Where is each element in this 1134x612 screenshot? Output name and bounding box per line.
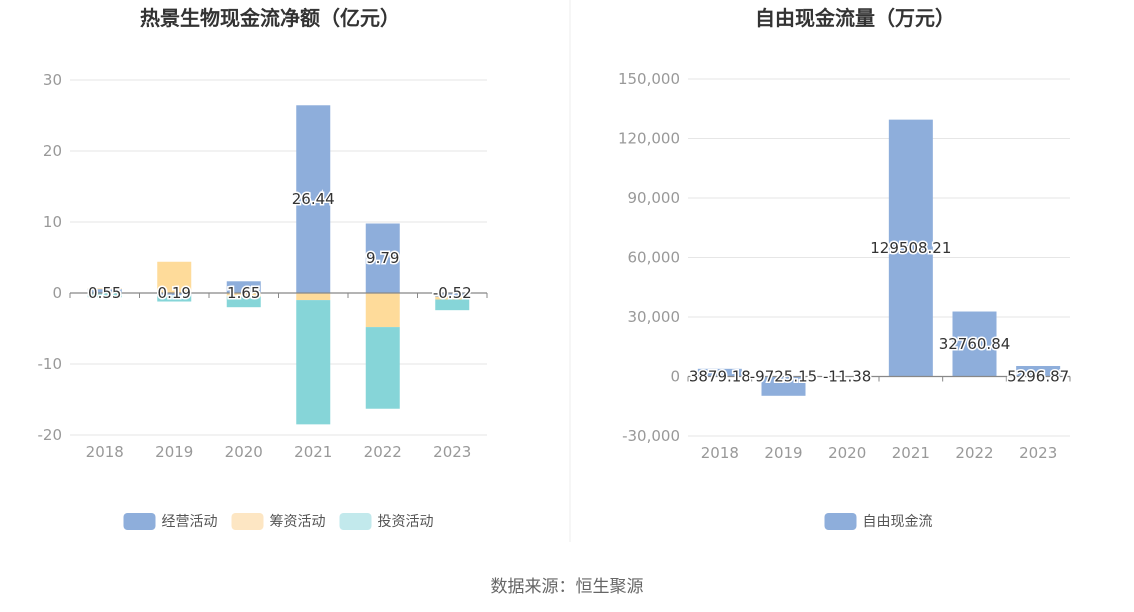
x-tick-label: 2020 [828,444,866,462]
y-tick-label: 0 [52,284,62,302]
x-tick-label: 2023 [1019,444,1057,462]
y-tick-label: 90,000 [628,189,681,207]
y-tick-label: 60,000 [628,249,681,267]
bar [365,223,400,293]
bar [296,300,331,425]
right-chart-title: 自由现金流量（万元） [755,6,955,30]
bar [296,105,331,293]
bar [1016,365,1061,377]
x-tick-label: 2021 [892,444,930,462]
x-tick-label: 2021 [294,443,332,461]
legend-swatch [231,513,264,530]
bar [435,293,470,297]
bar [761,376,806,396]
legend-label: 经营活动 [162,514,218,530]
data-source: 数据来源：恒生聚源 [491,577,644,597]
data-label: 5296.87 [1007,368,1069,386]
x-tick-label: 2019 [764,444,802,462]
y-tick-label: 20 [43,142,62,160]
bar [157,293,192,296]
bar [226,281,261,293]
y-tick-label: -10 [38,355,63,373]
x-tick-label: 2022 [364,443,402,461]
bar [296,293,331,301]
legend-label: 自由现金流 [863,514,933,530]
legend-swatch [824,513,857,530]
data-label: 129508.21 [870,239,951,257]
bar [888,119,933,377]
data-label: -0.52 [433,284,472,302]
y-tick-label: -30,000 [622,427,680,445]
data-label: 32760.84 [939,335,1011,353]
bar [157,295,192,302]
y-tick-label: 150,000 [618,70,680,88]
data-label: -11.38 [823,368,871,386]
bar [87,289,122,293]
bar [226,296,261,308]
left-chart: 30 20 10 0 -10 -20 2018 2019 2020 2021 2022 2023 0.5… [38,71,488,530]
data-label: 0.55 [88,284,121,302]
y-tick-label: 120,000 [618,130,680,148]
data-label: 26.44 [292,190,335,208]
x-tick-label: 2019 [155,443,193,461]
bar [435,296,470,300]
data-label: 3879.18 [689,368,751,386]
legend-swatch [339,513,372,530]
legend-label: 投资活动 [378,514,434,530]
x-tick-label: 2018 [86,443,124,461]
legend-swatch [123,513,156,530]
x-tick-label: 2018 [701,444,739,462]
y-tick-label: 10 [43,213,62,231]
y-tick-label: 30 [43,71,62,89]
bar [87,288,122,290]
bar [365,327,400,409]
x-tick-label: 2023 [433,443,471,461]
y-tick-label: -20 [38,426,63,444]
bar [226,293,261,297]
data-label: 9.79 [366,249,399,267]
left-chart-title: 热景生物现金流净额（亿元） [140,6,400,30]
bar [157,261,192,293]
right-chart: 150,000 120,000 90,000 60,000 30,000 0 -30,000… [618,70,1071,530]
x-tick-label: 2022 [955,444,993,462]
bar [952,311,997,377]
data-label: 0.19 [158,284,191,302]
y-tick-label: 30,000 [628,308,681,326]
bar [435,299,470,311]
data-label: 1.65 [227,284,260,302]
bar [87,293,122,298]
legend-label: 筹资活动 [270,513,326,530]
y-tick-label: 0 [670,368,680,386]
bar [365,293,400,328]
x-tick-label: 2020 [225,443,263,461]
bar [697,368,742,377]
data-label: -9725.15 [750,368,817,386]
